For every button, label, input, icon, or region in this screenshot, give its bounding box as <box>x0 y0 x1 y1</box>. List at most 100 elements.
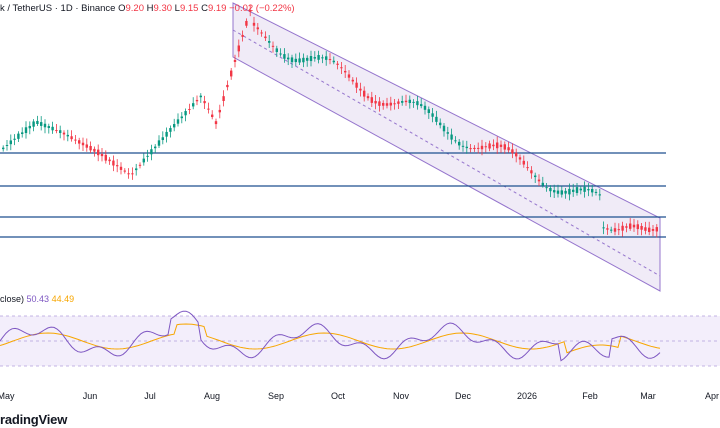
candle-body <box>340 67 343 69</box>
candle-body <box>169 128 172 132</box>
candle-body <box>157 140 161 146</box>
candle-body <box>355 82 358 88</box>
channel-area <box>232 2 661 292</box>
candle-body <box>507 147 510 151</box>
candle-body <box>5 145 9 147</box>
candle-body <box>465 146 468 149</box>
candle-body <box>458 141 461 146</box>
candle-body <box>393 103 396 105</box>
x-tick-label: 2026 <box>517 391 537 401</box>
candle-body <box>484 146 487 148</box>
open-value: 9.20 <box>125 3 145 14</box>
candle-body <box>36 120 39 125</box>
rsi-label: close) <box>0 294 25 304</box>
candle-body <box>480 145 484 150</box>
symbol-label[interactable]: k / TetherUS · 1D · Binance <box>0 3 116 14</box>
candle-body <box>522 160 525 165</box>
candle-body <box>442 125 446 132</box>
candle-body <box>382 102 385 106</box>
candle-body <box>332 60 335 63</box>
candle-body <box>207 108 210 110</box>
candle-body <box>317 55 320 60</box>
candle-body <box>24 127 28 134</box>
candle-body <box>420 104 423 107</box>
candle-body <box>492 144 495 147</box>
candle-body <box>161 137 164 141</box>
candle-body <box>249 9 252 12</box>
candle-body <box>256 27 259 30</box>
candle-body <box>435 116 438 122</box>
candle-body <box>222 96 225 101</box>
candle-body <box>287 57 290 60</box>
candle-body <box>606 228 609 230</box>
candle-body <box>176 119 180 124</box>
candle-body <box>644 227 647 231</box>
candle-body <box>283 54 286 59</box>
candle-body <box>138 164 142 166</box>
candle-body <box>632 224 636 228</box>
candle-body <box>51 126 54 131</box>
candle-body <box>226 84 229 88</box>
candle-body <box>549 187 552 192</box>
candle-body <box>431 113 434 117</box>
candle-body <box>294 58 297 63</box>
candle-body <box>541 182 544 186</box>
candle-body <box>499 144 503 147</box>
candle-body <box>363 90 366 97</box>
candle-body <box>290 57 294 63</box>
candle-body <box>389 102 392 106</box>
candle-body <box>17 133 20 139</box>
candle-body <box>74 139 77 141</box>
candle-body <box>70 136 73 140</box>
candle-body <box>621 225 624 231</box>
candle-body <box>192 103 195 107</box>
candle-body <box>203 101 206 104</box>
candle-body <box>89 145 92 151</box>
candle-body <box>575 187 579 193</box>
candle-body <box>613 228 617 232</box>
rsi-value: 50.43 <box>26 294 50 304</box>
change-value: −0.02 (−0.22%) <box>229 3 295 14</box>
candle-body <box>260 32 263 34</box>
candle-body <box>268 40 271 43</box>
rsi-ma-value: 44.49 <box>51 294 75 304</box>
candle-body <box>13 138 16 140</box>
ohlc-legend: k / TetherUS · 1D · Binance O9.20 H9.30 … <box>0 3 295 14</box>
candle-body <box>530 170 533 174</box>
candle-body <box>640 225 643 230</box>
candle-body <box>408 99 411 104</box>
candle-body <box>93 148 96 152</box>
candle-body <box>617 229 620 231</box>
candle-body <box>108 159 111 162</box>
candle-body <box>450 134 453 140</box>
candle-body <box>454 140 457 142</box>
candle-body <box>150 149 153 155</box>
candle-body <box>211 114 214 118</box>
candle-body <box>461 145 465 147</box>
candle-body <box>2 147 5 150</box>
candle-body <box>32 121 35 127</box>
candle-body <box>511 149 514 154</box>
candle-body <box>264 36 267 39</box>
candle-body <box>610 229 613 231</box>
x-tick-label: Dec <box>455 391 472 401</box>
candle-body <box>321 57 324 59</box>
candle-body <box>85 144 88 148</box>
candle-body <box>62 132 66 135</box>
candle-body <box>245 20 248 26</box>
rsi-legend: close) 50.43 44.49 <box>0 294 74 304</box>
candle-body <box>564 190 567 194</box>
candle-body <box>587 189 590 191</box>
candle-body <box>180 116 183 119</box>
candle-body <box>43 123 47 128</box>
candle-body <box>214 121 218 125</box>
candle-body <box>397 101 400 104</box>
candle-body <box>518 157 522 160</box>
candle-body <box>119 166 123 170</box>
candle-body <box>488 143 491 149</box>
low-value: 9.15 <box>179 3 199 14</box>
rsi-line <box>0 310 661 362</box>
candle-body <box>131 173 134 175</box>
candle-body <box>374 100 377 104</box>
